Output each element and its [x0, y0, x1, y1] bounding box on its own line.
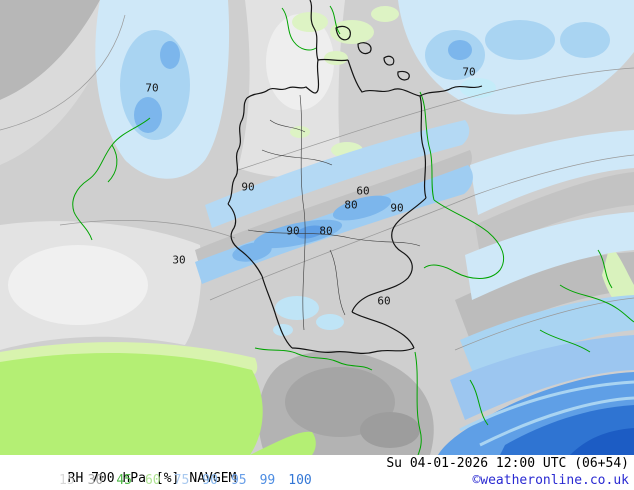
map-area: 70 70 90 60 80 90 90 80 30 60 [0, 0, 634, 455]
humidity-contour-map [0, 0, 634, 455]
map-title: RH 700 hPa [%] NAVGEM [5, 456, 246, 490]
copyright-link[interactable]: ©weatheronline.co.uk [472, 473, 629, 488]
country-borders-green [72, 5, 634, 455]
scale-value: 75 [173, 473, 190, 488]
scale-value: 45 [116, 473, 132, 488]
blue-shading-layer [95, 0, 634, 455]
model-label: NAVGEM [189, 471, 237, 486]
footer-bar: RH 700 hPa [%] NAVGEM Su 04-01-2026 12:00 … [0, 455, 634, 490]
scale-value: 99 [259, 473, 276, 488]
scale-value: 95 [230, 473, 247, 488]
contour-lines-layer [0, 14, 634, 351]
scale-value: 90 [202, 473, 218, 488]
scale-value: 60 [144, 473, 161, 488]
datetime-label: Su 04-01-2026 12:00 UTC (06+54) [386, 456, 629, 471]
scale-value: 15 [59, 473, 75, 488]
footer-title-row: RH 700 hPa [%] NAVGEM Su 04-01-2026 12:00 … [5, 456, 629, 490]
footer-legend-row: 15 30 45 60 75 90 95 99 100 ©weatheronline.co.uk [5, 473, 629, 488]
scale-value: 30 [87, 473, 104, 488]
germany-border-black [227, 0, 483, 355]
state-borders-black [247, 94, 421, 331]
parameter-label: RH 700 hPa [67, 471, 146, 486]
scale-legend: 15 30 45 60 75 90 95 99 100 [5, 473, 325, 488]
scale-value: 100 [288, 473, 312, 488]
unit-label: [%] [155, 471, 180, 486]
